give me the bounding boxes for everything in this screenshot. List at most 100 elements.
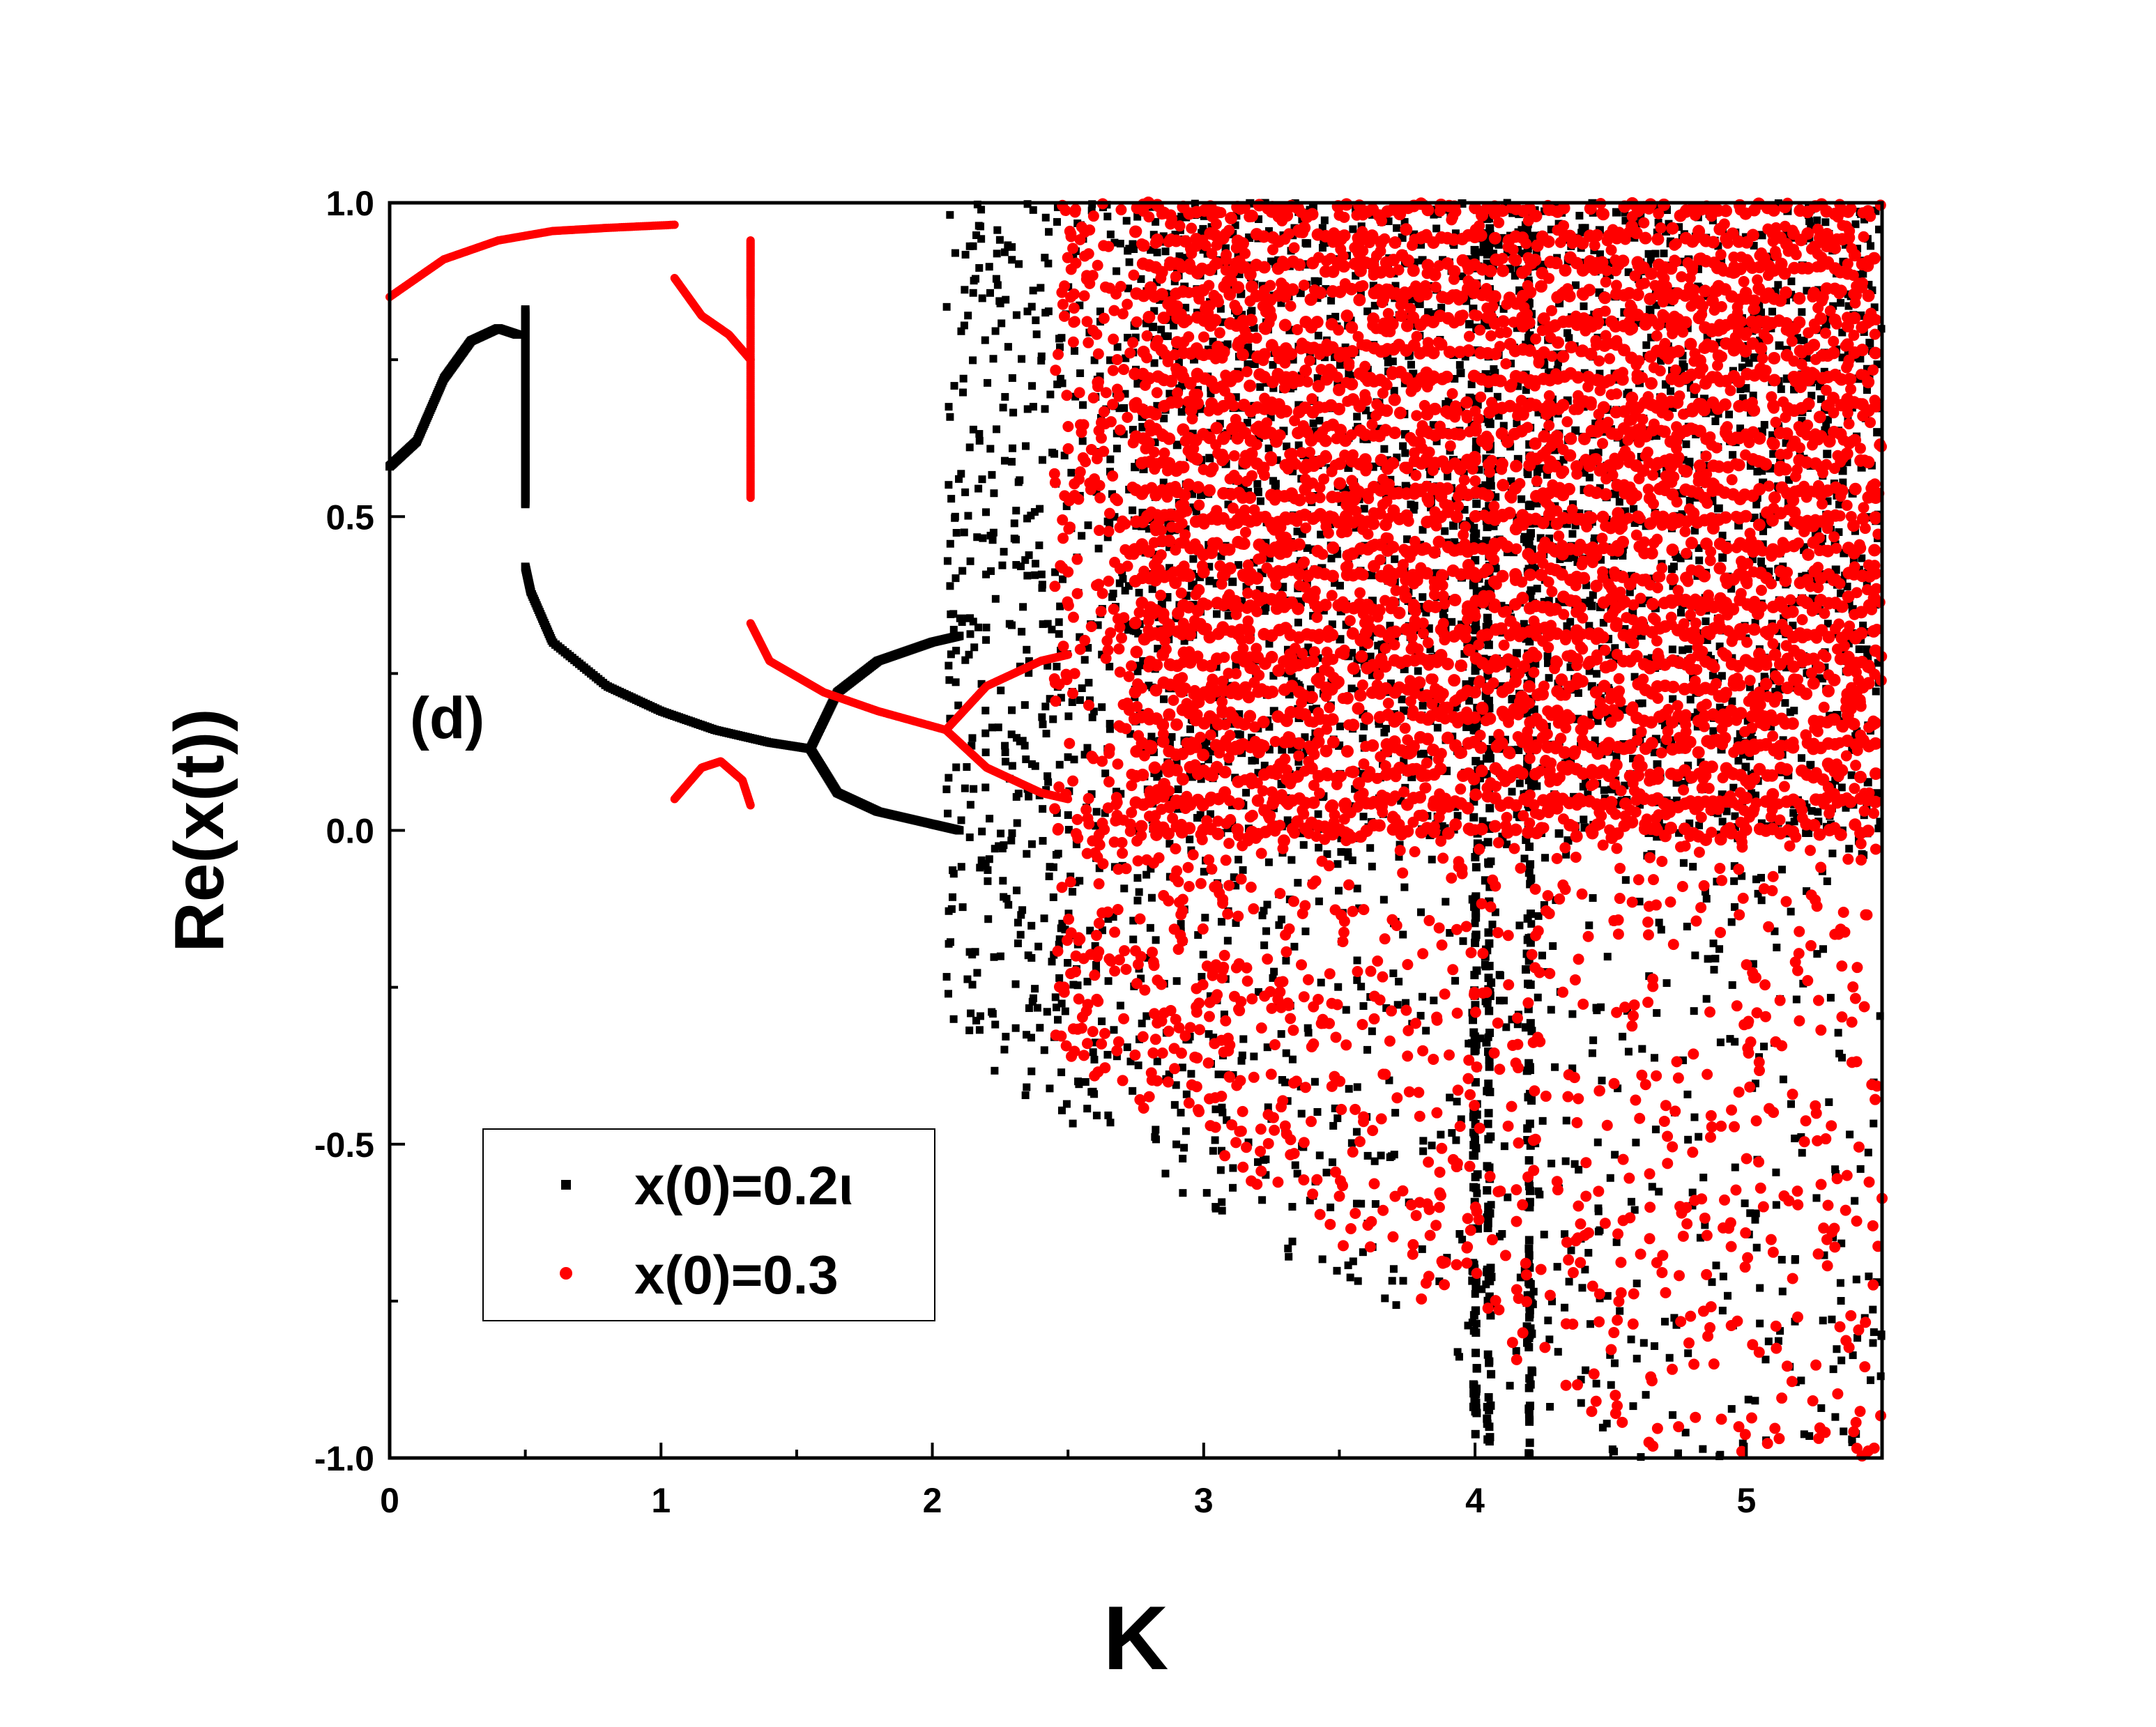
series-0-point (1029, 994, 1037, 1002)
series-0-point (1281, 1078, 1290, 1087)
series-0-point (1392, 1301, 1400, 1310)
series-0-point (1526, 501, 1535, 510)
series-0-point (1565, 1277, 1573, 1286)
series-0-point (946, 582, 954, 590)
series-0-point (1587, 601, 1596, 611)
series-0-point (1294, 879, 1302, 887)
series-0-point (1787, 907, 1795, 916)
series-0-point (1486, 1132, 1495, 1141)
series-0-point (1483, 1435, 1492, 1444)
series-0-point (1823, 877, 1831, 886)
series-0-point (1757, 873, 1765, 882)
series-0-point (990, 489, 998, 498)
series-0-point (1148, 323, 1157, 332)
series-0-point (1229, 1164, 1237, 1172)
series-0-point (1432, 224, 1441, 233)
series-0-point (1123, 1043, 1131, 1052)
series-0-point (1655, 919, 1663, 927)
series-0-point (986, 445, 995, 453)
series-0-point (1092, 808, 1101, 816)
series-0-point (1455, 1230, 1464, 1238)
series-0-point (1031, 762, 1039, 770)
series-0-point (1517, 495, 1526, 503)
series-0-point (984, 877, 992, 885)
series-0-point (975, 263, 984, 272)
series-0-point (1526, 529, 1535, 538)
series-0-point (949, 870, 958, 878)
series-0-point (1667, 565, 1676, 574)
series-0-point (1000, 1045, 1009, 1054)
series-0-point (1484, 1392, 1493, 1402)
series-0-point (1679, 646, 1687, 654)
series-0-point (996, 952, 1004, 960)
series-0-point (1538, 1116, 1547, 1125)
series-0-point (1260, 1156, 1268, 1164)
series-0-point (1177, 408, 1186, 416)
series-0-point (1582, 1366, 1590, 1374)
series-0-point (1157, 325, 1165, 334)
series-0-point (1012, 311, 1020, 319)
series-0-point (1333, 860, 1342, 868)
series-0-point (984, 378, 992, 387)
series-0-point (1106, 230, 1115, 238)
series-0-point (1000, 248, 1009, 256)
series-0-point (1256, 497, 1264, 505)
series-0-point (1819, 1317, 1827, 1325)
series-0-point (1725, 410, 1734, 419)
series-0-point (1584, 1249, 1593, 1257)
series-0-point (1401, 449, 1409, 457)
series-0-point (1264, 858, 1273, 866)
series-0-point (1216, 1166, 1225, 1174)
series-0-point (961, 488, 970, 496)
series-0-point (1039, 836, 1047, 845)
series-0-point (1651, 1126, 1660, 1134)
series-0-point (1712, 1261, 1720, 1270)
series-0-point (1471, 913, 1481, 922)
series-0-point (1437, 1130, 1445, 1139)
series-0-point (1727, 918, 1736, 926)
series-0-point (1866, 1376, 1874, 1384)
series-0-point (1291, 1161, 1299, 1169)
series-0-point (995, 236, 1004, 244)
series-0-point (1471, 1144, 1481, 1153)
series-0-point (1029, 286, 1037, 295)
series-0-point (1527, 586, 1536, 595)
series-0-point (1813, 950, 1821, 958)
series-0-point (1570, 1160, 1579, 1168)
series-0-point (1303, 1024, 1312, 1032)
series-0-point (1004, 241, 1012, 250)
series-0-point (1201, 914, 1209, 922)
series-0-point (1019, 603, 1027, 611)
series-0-point (1284, 1244, 1292, 1252)
series-0-point (1627, 1335, 1635, 1344)
series-0-point (992, 275, 1000, 283)
series-0-point (1353, 884, 1361, 893)
series-0-point (1568, 1010, 1577, 1018)
series-0-point (1564, 329, 1572, 337)
series-0-point (950, 382, 958, 390)
series-0-point (1055, 630, 1063, 638)
series-0-point (1092, 960, 1101, 969)
series-0-point (970, 643, 979, 652)
series-0-point (512, 330, 521, 339)
series-0-point (1310, 1077, 1319, 1086)
series-0-point (946, 938, 954, 946)
series-0-point (956, 614, 964, 622)
series-0-point (1483, 613, 1492, 622)
series-0-point (1113, 267, 1121, 275)
series-0-point (942, 785, 951, 794)
series-0-point (1322, 1168, 1331, 1176)
series-0-point (1869, 1305, 1877, 1314)
series-0-point (975, 436, 984, 445)
series-0-point (1612, 752, 1621, 760)
series-0-point (1258, 912, 1267, 920)
series-0-point (1864, 1149, 1872, 1157)
series-0-point (1368, 1027, 1376, 1036)
series-0-point (1488, 920, 1497, 928)
series-0-point (1547, 1159, 1556, 1167)
series-0-point (1250, 1052, 1258, 1061)
series-0-point (1471, 1172, 1480, 1181)
series-0-point (1526, 1280, 1535, 1289)
series-0-point (1101, 769, 1110, 778)
series-0-point (1419, 1147, 1428, 1156)
